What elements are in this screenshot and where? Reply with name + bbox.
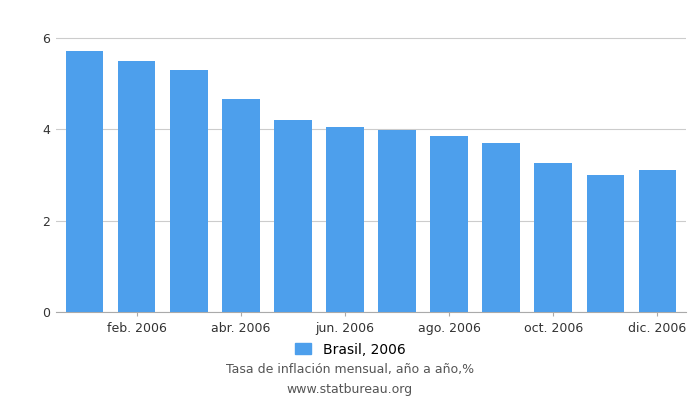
Bar bbox=[535, 164, 572, 312]
Bar bbox=[482, 143, 520, 312]
Bar bbox=[326, 127, 364, 312]
Bar bbox=[170, 70, 207, 312]
Bar bbox=[118, 61, 155, 312]
Bar bbox=[587, 175, 624, 312]
Bar bbox=[430, 136, 468, 312]
Legend: Brasil, 2006: Brasil, 2006 bbox=[289, 337, 411, 362]
Bar bbox=[274, 120, 312, 312]
Text: Tasa de inflación mensual, año a año,%: Tasa de inflación mensual, año a año,% bbox=[226, 364, 474, 376]
Text: www.statbureau.org: www.statbureau.org bbox=[287, 384, 413, 396]
Bar bbox=[378, 130, 416, 312]
Bar bbox=[66, 52, 104, 312]
Bar bbox=[222, 100, 260, 312]
Bar bbox=[638, 170, 676, 312]
